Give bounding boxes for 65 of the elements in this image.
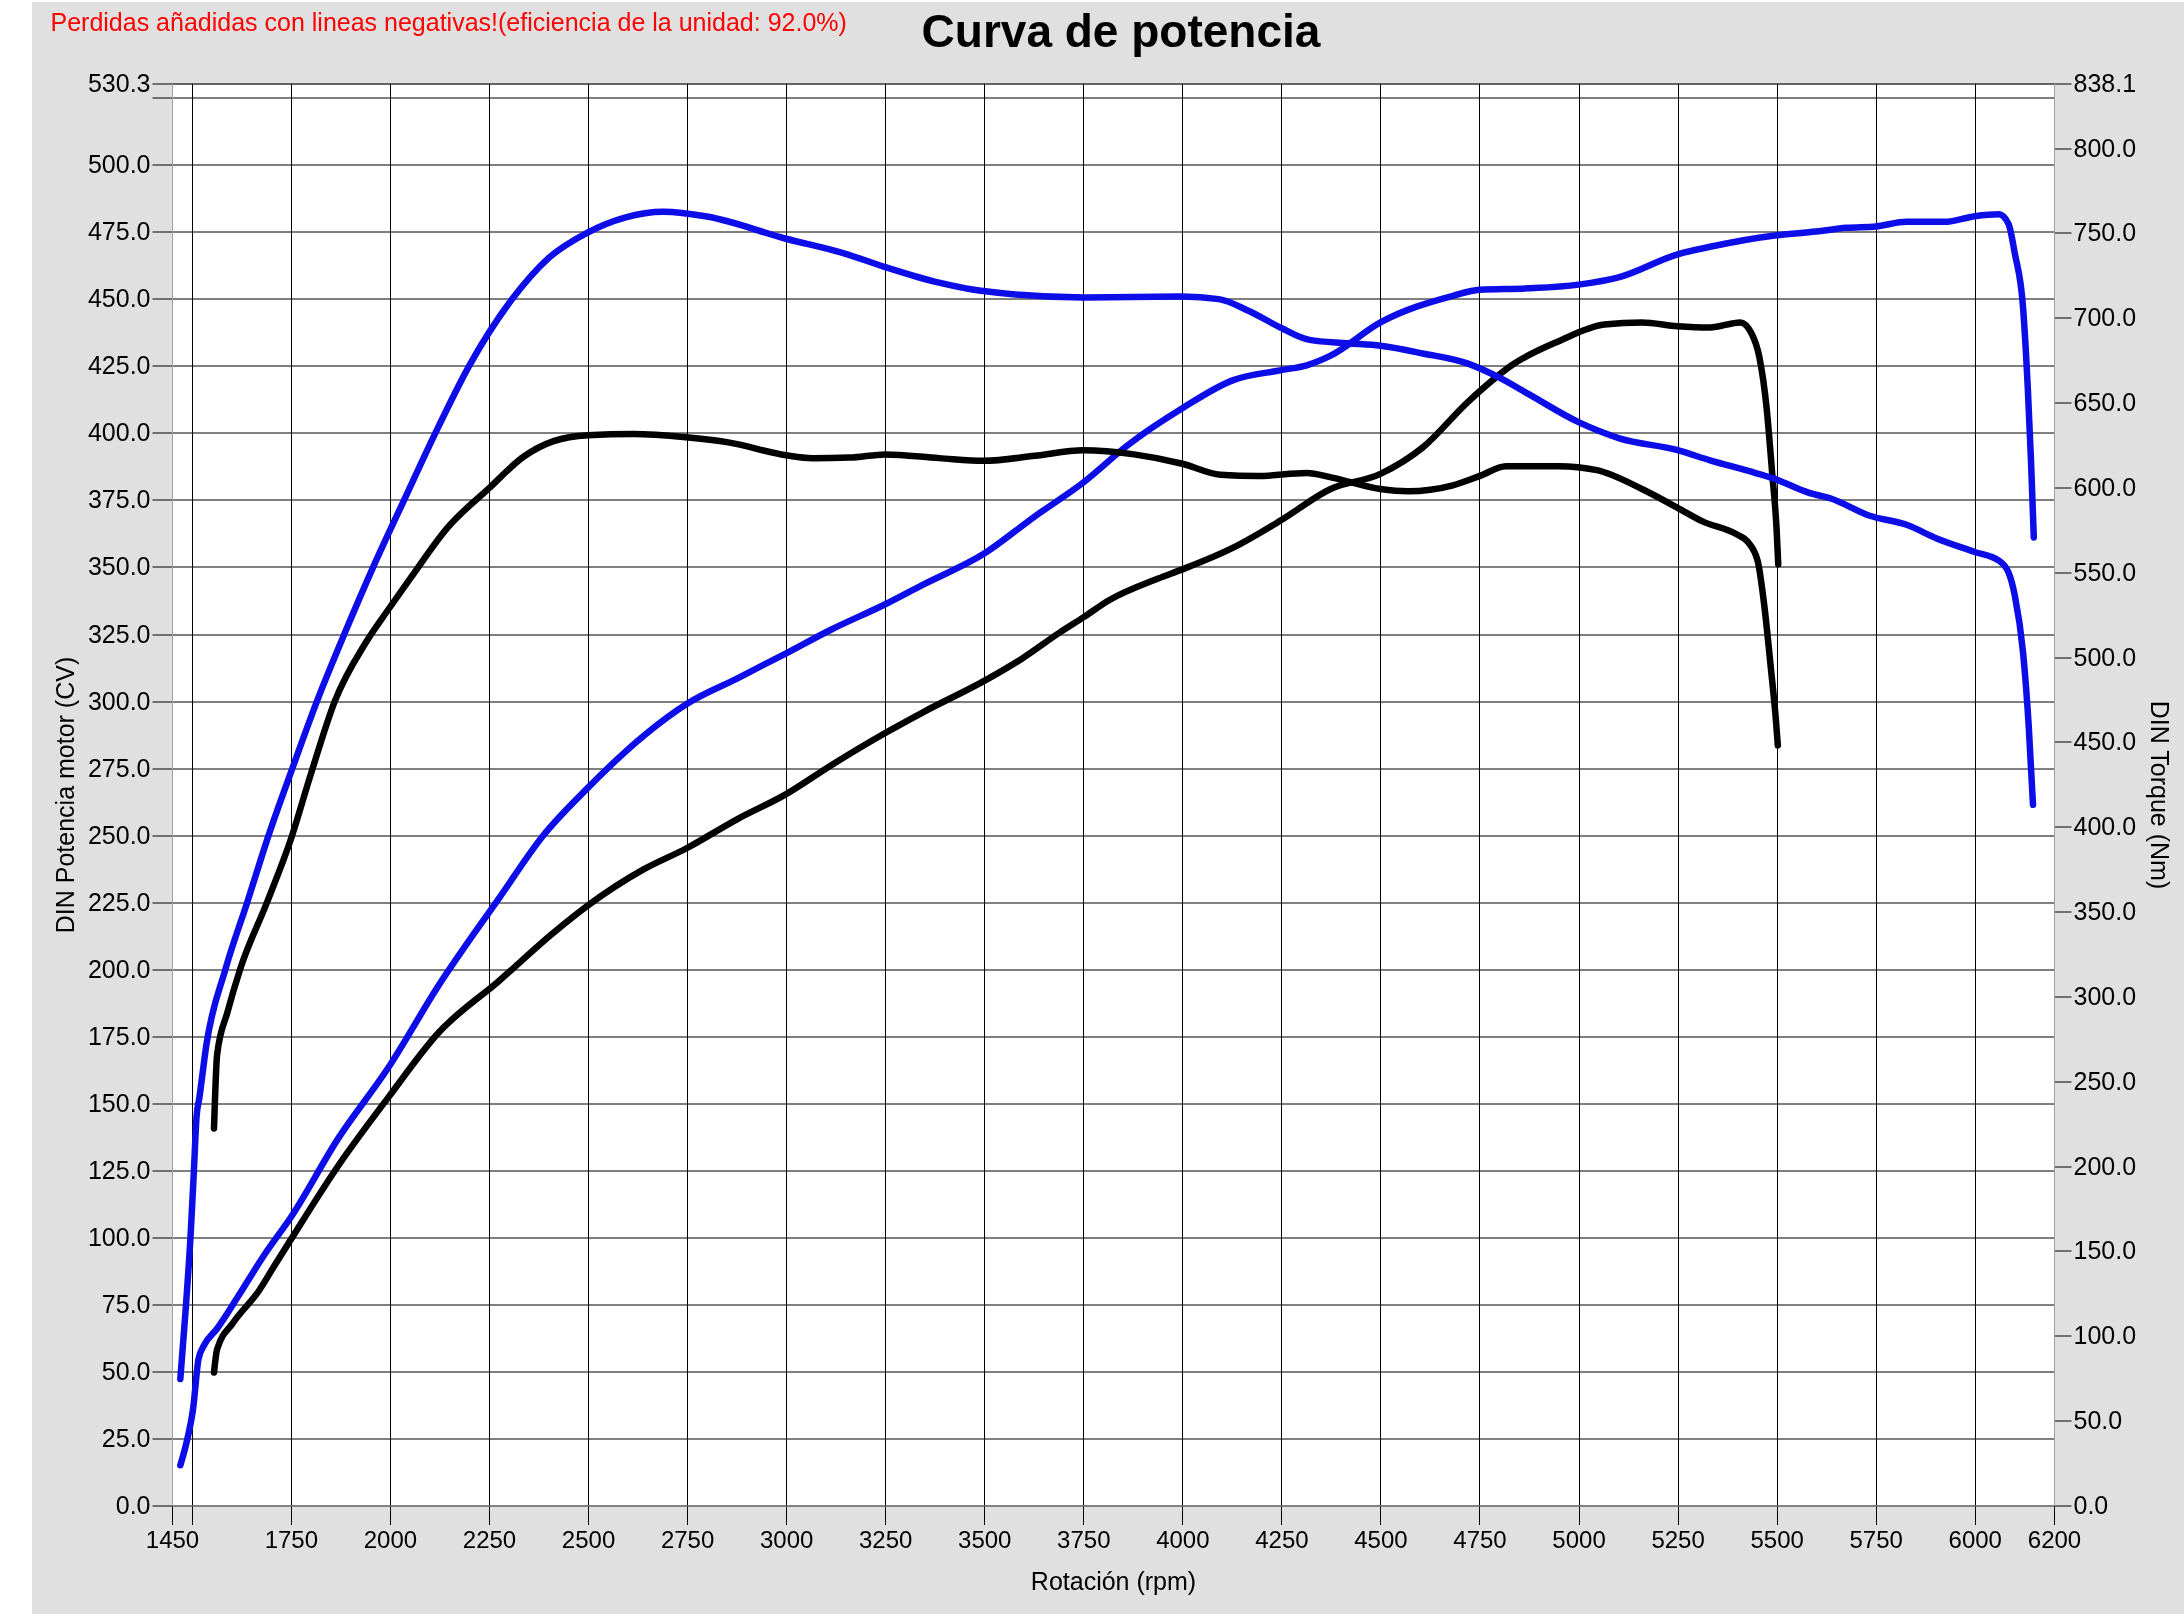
- x-axis-title: Rotación (rpm): [1030, 1566, 1197, 1595]
- y-tick-label: 325.0: [87, 619, 151, 648]
- x-tick-label: 2000: [363, 1526, 418, 1553]
- y-tick-label: 75.0: [101, 1289, 151, 1318]
- y2-tick-label: 0.0: [2073, 1491, 2109, 1519]
- y2-tick-label: 650.0: [2073, 388, 2137, 417]
- y2-tick-label: 250.0: [2073, 1066, 2137, 1095]
- y2-tick-label: 400.0: [2073, 812, 2137, 841]
- x-tick-label: 2250: [462, 1526, 517, 1553]
- x-tick-label: 6000: [1948, 1526, 2002, 1553]
- y-tick-label: 125.0: [87, 1155, 151, 1184]
- x-tick-label: 5750: [1849, 1526, 1903, 1553]
- y2-tick-label: 550.0: [2073, 557, 2137, 586]
- x-tick-label: 1750: [264, 1526, 319, 1553]
- x-tick-label: 1450: [145, 1526, 200, 1553]
- y-tick-label: 530.3: [87, 69, 151, 97]
- y-tick-label: 475.0: [87, 217, 151, 246]
- y2-tick-label: 750.0: [2073, 218, 2137, 247]
- x-tick-label: 3250: [858, 1526, 913, 1553]
- y2-tick-label: 200.0: [2073, 1151, 2137, 1180]
- y-tick-label: 50.0: [101, 1356, 151, 1385]
- y-tick-label: 100.0: [87, 1222, 151, 1251]
- y2-tick-label: 150.0: [2073, 1236, 2137, 1265]
- x-tick-label: 4750: [1453, 1526, 1507, 1553]
- x-tick-label: 6200: [2027, 1526, 2082, 1553]
- y-tick-label: 425.0: [87, 351, 151, 380]
- y-tick-label: 250.0: [87, 820, 151, 849]
- x-tick-label: 4500: [1354, 1526, 1408, 1553]
- x-tick-label: 4000: [1156, 1526, 1210, 1553]
- y-tick-label: 25.0: [101, 1423, 151, 1452]
- x-tick-label: 5250: [1651, 1526, 1705, 1553]
- y2-tick-label: 838.1: [2073, 69, 2137, 97]
- y-tick-label: 400.0: [87, 418, 151, 447]
- y-tick-label: 0.0: [115, 1491, 151, 1519]
- y2-tick-label: 700.0: [2073, 303, 2137, 332]
- x-tick-label: 3000: [759, 1526, 814, 1553]
- y-tick-label: 375.0: [87, 485, 151, 514]
- y-axis-title: DIN Potencia motor (CV): [51, 656, 79, 934]
- x-tick-label: 3500: [958, 1526, 1012, 1553]
- y-tick-label: 225.0: [87, 887, 151, 916]
- y-tick-label: 500.0: [87, 150, 151, 179]
- x-tick-label: 3750: [1057, 1526, 1111, 1553]
- y2-tick-label: 300.0: [2073, 981, 2137, 1010]
- y-tick-label: 175.0: [87, 1021, 151, 1050]
- y2-tick-label: 600.0: [2073, 472, 2137, 501]
- y-tick-label: 150.0: [87, 1088, 151, 1117]
- y-tick-label: 450.0: [87, 284, 151, 313]
- y2-tick-label: 50.0: [2073, 1406, 2123, 1435]
- x-tick-label: 2750: [660, 1526, 715, 1553]
- y-tick-label: 275.0: [87, 753, 151, 782]
- y2-tick-label: 800.0: [2073, 133, 2137, 162]
- y2-tick-label: 350.0: [2073, 897, 2137, 926]
- y2-axis-title: DIN Torque (Nm): [2145, 700, 2174, 890]
- y-tick-label: 350.0: [87, 552, 151, 581]
- y2-tick-label: 100.0: [2073, 1321, 2137, 1350]
- y2-tick-label: 450.0: [2073, 727, 2137, 756]
- y2-tick-label: 500.0: [2073, 642, 2137, 671]
- y-tick-label: 200.0: [87, 954, 151, 983]
- chart-title: Curva de potencia: [921, 5, 1321, 57]
- y-tick-label: 300.0: [87, 686, 151, 715]
- x-tick-label: 5500: [1750, 1526, 1804, 1553]
- x-tick-label: 2500: [561, 1526, 616, 1553]
- x-tick-label: 4250: [1255, 1526, 1309, 1553]
- text: Perdidas añadidas con lineas negativas!(eficiencia de la unidad: 92.0%): [50, 7, 847, 36]
- x-tick-label: 5000: [1552, 1526, 1606, 1553]
